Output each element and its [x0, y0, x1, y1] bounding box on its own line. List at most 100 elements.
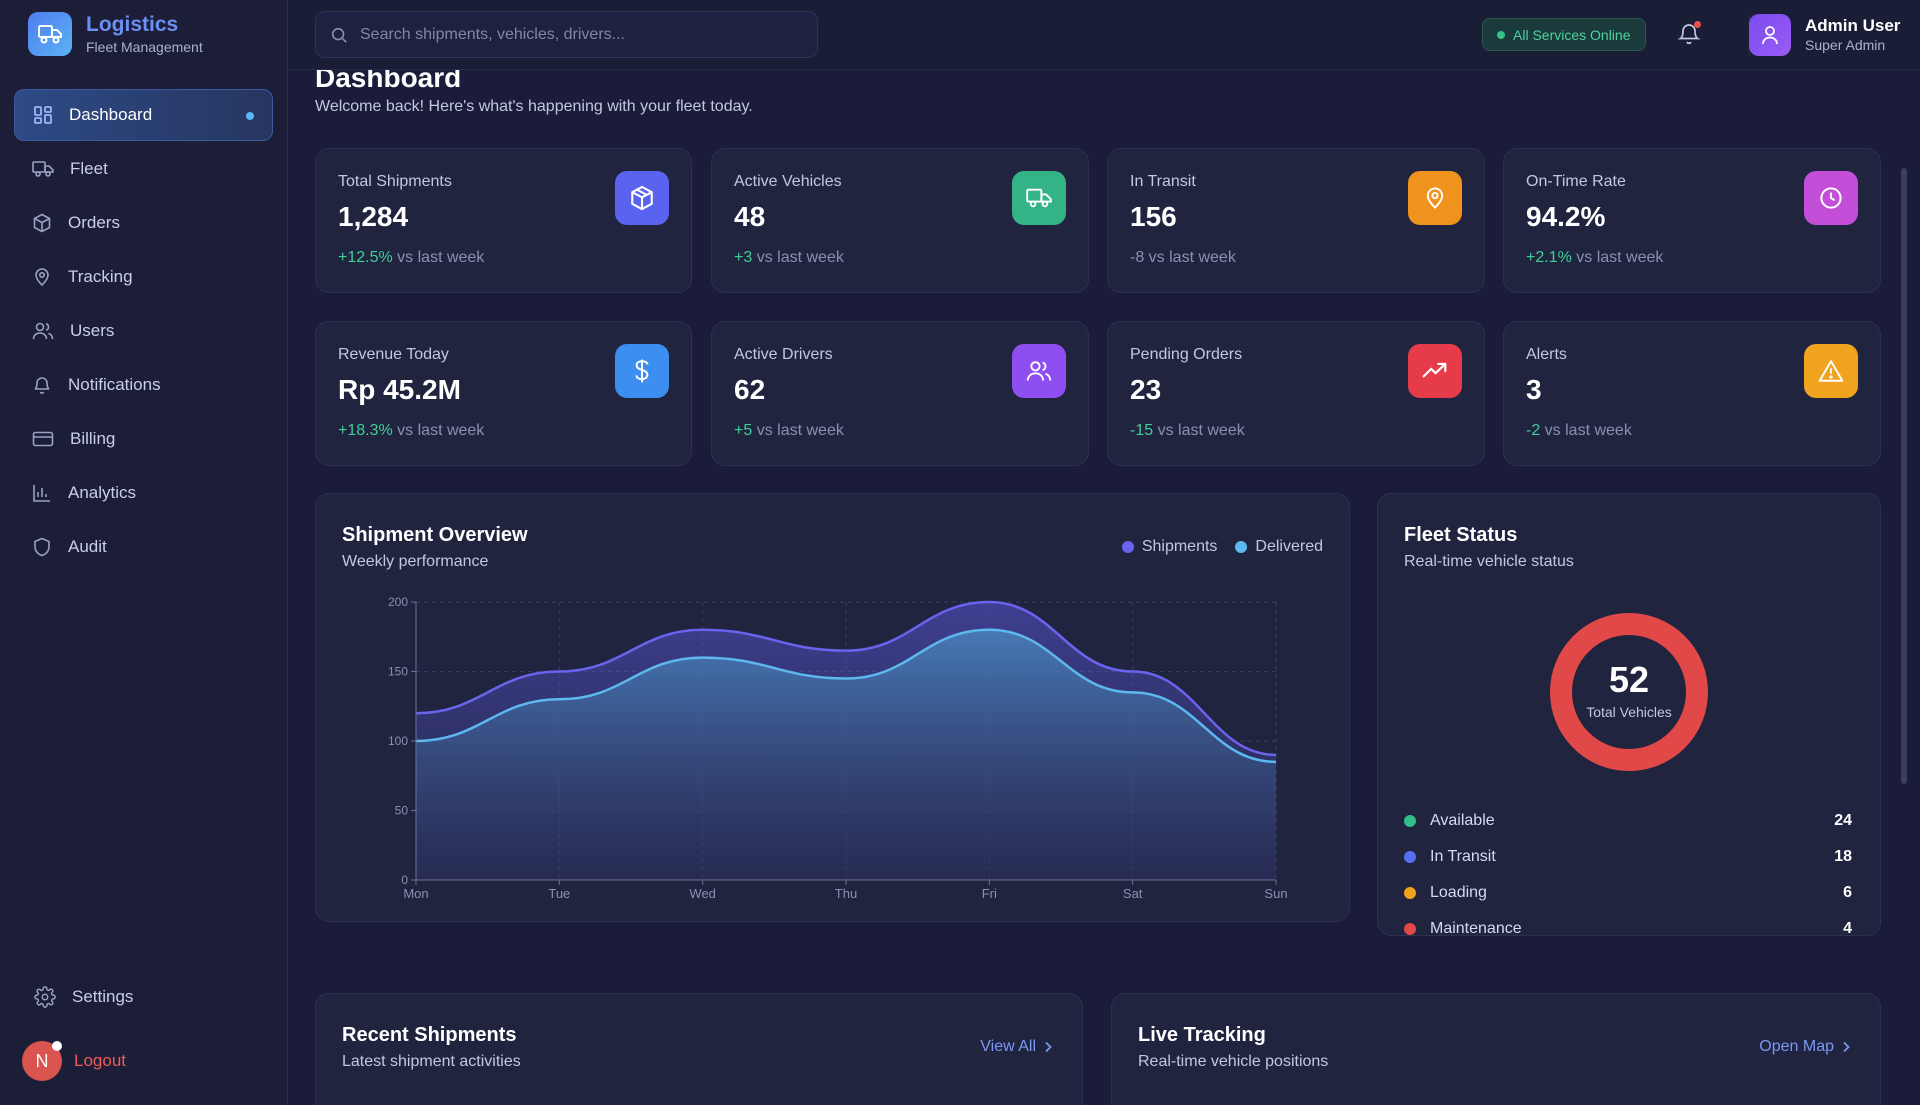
stat-change-value: +12.5% [338, 249, 393, 266]
legend-item-shipments[interactable]: Shipments [1121, 538, 1218, 556]
logout-button[interactable]: N Logout [22, 1041, 126, 1081]
stat-card-total-shipments[interactable]: Total Shipments 1,284 +12.5% vs last wee… [315, 148, 692, 293]
stat-change-value: -2 [1526, 422, 1541, 439]
stat-change-suffix: vs last week [752, 422, 844, 439]
stat-change: -8 vs last week [1130, 249, 1236, 267]
legend-label: Shipments [1141, 538, 1218, 555]
user-role: Super Admin [1805, 37, 1886, 53]
fleet-row-label: Loading [1430, 884, 1487, 901]
legend-label: Delivered [1255, 538, 1323, 555]
stat-value: 156 [1130, 201, 1177, 232]
fleet-total-value: 52 [1608, 659, 1650, 700]
y-tick-label: 0 [401, 873, 408, 887]
fleet-row-label: Maintenance [1430, 920, 1522, 937]
dollar-icon [615, 344, 669, 398]
stat-card-in-transit[interactable]: In Transit 156 -8 vs last week [1107, 148, 1485, 293]
truck-icon [28, 12, 72, 56]
sidebar-item-analytics[interactable]: Analytics [14, 467, 273, 519]
box-icon [33, 213, 51, 233]
recent-shipments-card: Recent Shipments Latest shipment activit… [315, 993, 1083, 1105]
page-title: Dashboard [315, 70, 462, 93]
stat-change: -15 vs last week [1130, 422, 1245, 440]
sidebar-item-orders[interactable]: Orders [14, 197, 273, 249]
stat-card-alerts[interactable]: Alerts 3 -2 vs last week [1503, 321, 1881, 466]
sidebar-item-users[interactable]: Users [14, 305, 273, 357]
clock-icon [1804, 171, 1858, 225]
section-title: Live Tracking [1138, 1024, 1266, 1046]
sidebar-item-audit[interactable]: Audit [14, 521, 273, 573]
sidebar-item-dashboard[interactable]: Dashboard [14, 89, 273, 141]
legend-swatch [1121, 541, 1134, 553]
section-subtitle: Weekly performance [342, 553, 489, 570]
avatar-initial: N [35, 1050, 49, 1071]
stat-label: Active Drivers [734, 346, 833, 363]
status-dot [52, 1041, 62, 1051]
notifications-button[interactable] [1677, 21, 1701, 52]
x-tick-label: Sun [1264, 886, 1287, 901]
stat-value: 1,284 [338, 201, 409, 232]
link-label: View All [980, 1038, 1036, 1055]
settings-button[interactable]: Settings [34, 986, 133, 1008]
view-all-link[interactable]: View All [980, 1038, 1052, 1056]
bell-icon [34, 377, 50, 394]
stat-change: -2 vs last week [1526, 422, 1632, 440]
sidebar-item-billing[interactable]: Billing [14, 413, 273, 465]
sidebar-item-tracking[interactable]: Tracking [14, 251, 273, 303]
search-icon [331, 27, 347, 43]
stat-label: Total Shipments [338, 173, 452, 190]
stat-label: Active Vehicles [734, 173, 842, 190]
truck-icon [1012, 171, 1066, 225]
sidebar: Logistics Fleet Management Dashboard Fle… [0, 0, 288, 1105]
stat-card-on-time-rate[interactable]: On-Time Rate 94.2% +2.1% vs last week [1503, 148, 1881, 293]
status-badge: All Services Online [1482, 18, 1646, 51]
grid-icon [34, 106, 52, 124]
alert-triangle-icon [1804, 344, 1858, 398]
open-map-link[interactable]: Open Map [1759, 1038, 1850, 1056]
stat-label: Alerts [1526, 346, 1567, 363]
main-content: Dashboard Welcome back! Here's what's ha… [289, 70, 1909, 1105]
search-input[interactable] [360, 25, 800, 44]
fleet-row-loading: Loading 6 [1404, 884, 1852, 902]
user-name: Admin User [1805, 16, 1901, 35]
bar-chart-icon [33, 485, 50, 502]
brand[interactable]: Logistics Fleet Management [28, 12, 203, 56]
scrollbar[interactable] [1901, 168, 1907, 784]
stat-label: Revenue Today [338, 346, 449, 363]
stat-change-value: +5 [734, 422, 753, 439]
stat-change-value: +3 [734, 249, 753, 266]
stat-value: Rp 45.2M [338, 374, 461, 405]
truck-icon [32, 161, 54, 177]
shipment-overview-card: Shipment Overview Weekly performance Shi… [315, 493, 1350, 922]
stat-change-value: -8 [1130, 249, 1145, 266]
fleet-row-label: Available [1430, 812, 1495, 829]
sidebar-item-label: Analytics [68, 483, 137, 502]
stat-value: 62 [734, 374, 766, 405]
series-line-shipments [415, 600, 1277, 757]
user-menu[interactable]: Admin User Super Admin [1749, 14, 1900, 56]
chart-legend: Shipments Delivered [1121, 538, 1323, 556]
sidebar-item-notifications[interactable]: Notifications [14, 359, 273, 411]
stat-change-value: +18.3% [338, 422, 393, 439]
donut-ring [1550, 613, 1708, 771]
sidebar-item-fleet[interactable]: Fleet [14, 143, 273, 195]
fleet-row-count: 24 [1834, 812, 1852, 829]
stat-card-active-vehicles[interactable]: Active Vehicles 48 +3 vs last week [711, 148, 1089, 293]
chevron-right-icon [1843, 1041, 1850, 1053]
fleet-row-label: In Transit [1430, 848, 1496, 865]
search-bar[interactable] [315, 11, 818, 58]
legend-item-delivered[interactable]: Delivered [1235, 538, 1323, 556]
stat-card-revenue-today[interactable]: Revenue Today Rp 45.2M +18.3% vs last we… [315, 321, 692, 466]
x-tick-label: Thu [835, 886, 857, 901]
topbar: All Services Online Admin User Super Adm… [289, 0, 1920, 70]
trending-up-icon [1408, 344, 1462, 398]
stat-card-active-drivers[interactable]: Active Drivers 62 +5 vs last week [711, 321, 1089, 466]
series-area-delivered [416, 629, 1276, 880]
live-tracking-card: Live Tracking Real-time vehicle position… [1111, 993, 1881, 1105]
sidebar-item-label: Tracking [68, 267, 133, 286]
status-dot [1404, 887, 1416, 899]
link-label: Open Map [1759, 1038, 1834, 1055]
fleet-row-count: 4 [1843, 920, 1852, 937]
stat-change-suffix: vs last week [1153, 422, 1245, 439]
stat-change-suffix: vs last week [1571, 249, 1664, 266]
stat-card-pending-orders[interactable]: Pending Orders 23 -15 vs last week [1107, 321, 1485, 466]
